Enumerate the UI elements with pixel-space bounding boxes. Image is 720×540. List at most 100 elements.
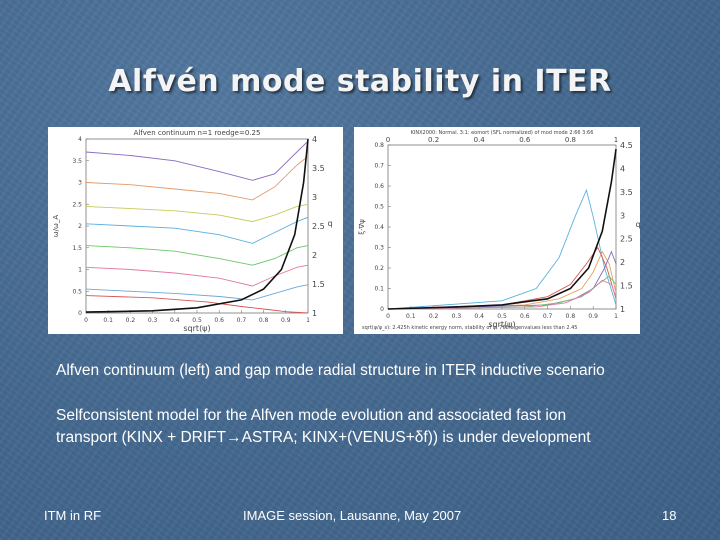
para-line2-c: f)) is under development [423, 429, 591, 446]
x-tick-label: 0.6 [214, 317, 224, 324]
page-number: 18 [662, 508, 677, 523]
x-tick-label: 0.5 [192, 317, 202, 324]
x-top-tick-label: 0.4 [474, 136, 486, 144]
x-tick-label: 0.8 [566, 313, 576, 320]
series-line-6 [85, 284, 309, 301]
chart-title: KINX2000: Normal. 3:1: eomort (SFL norma… [411, 130, 594, 136]
x-tick-label: 1 [306, 317, 310, 324]
x-tick-label: 0.9 [588, 313, 598, 320]
q-tick-label: 2 [620, 258, 625, 267]
q-tick-label: 4 [312, 135, 317, 144]
figure-caption: Alfven continuum (left) and gap mode rad… [56, 362, 605, 379]
series-line-5 [387, 279, 617, 310]
x-tick-label: 0.9 [281, 317, 291, 324]
delta-symbol: δ [414, 429, 424, 446]
x-tick-label: 0 [386, 313, 390, 320]
y-tick-label: 0.5 [72, 288, 82, 295]
x-top-tick-label: 0.8 [565, 136, 576, 144]
y-tick-label: 0.7 [374, 163, 384, 170]
slide-title: Alfvén mode stability in ITER [108, 64, 612, 99]
series-line-2 [85, 203, 309, 223]
series-line-3 [85, 216, 309, 244]
q-tick-label: 2.5 [620, 235, 633, 244]
y-tick-label: 0.6 [374, 183, 384, 190]
gap-mode-structure-chart: KINX2000: Normal. 3:1: eomort (SFL norma… [354, 127, 640, 334]
x-top-tick-label: 0 [386, 136, 390, 144]
x-axis-label: sqrt(ψ) [183, 324, 210, 333]
y-axis-label: ξ·∇ψ [358, 219, 366, 235]
x-tick-label: 0.2 [126, 317, 136, 324]
y-tick-label: 1.5 [72, 245, 82, 252]
y-tick-label: 0 [78, 310, 82, 317]
x-tick-label: 0.8 [259, 317, 269, 324]
q-tick-label: 4 [620, 164, 625, 173]
alfven-continuum-svg: Alfven continuum n=1 roedge=0.25 0 0.1 0.2 0… [52, 129, 333, 333]
x-tick-label: 0.4 [170, 317, 180, 324]
q-tick-label: 4.5 [620, 141, 633, 150]
arrow-icon: → [226, 429, 242, 446]
q-tick-label: 1 [620, 305, 625, 314]
q-tick-label: 1.5 [312, 280, 325, 289]
gap-mode-structure-svg: KINX2000: Normal. 3:1: eomort (SFL norma… [358, 130, 640, 331]
chart-title: Alfven continuum n=1 roedge=0.25 [134, 129, 261, 137]
q-tick-label: 3 [620, 211, 625, 220]
y-tick-label: 2.5 [72, 201, 82, 208]
development-paragraph: Selfconsistent model for the Alfven mode… [56, 405, 696, 449]
y-axis-label: ω/ω_A [52, 215, 60, 238]
q-tick-label: 3.5 [620, 188, 633, 197]
series-line-4 [85, 245, 309, 266]
alfven-continuum-chart: Alfven continuum n=1 roedge=0.25 0 0.1 0.2 0… [48, 127, 343, 334]
q-axis-label: q [327, 219, 332, 228]
footer-left-text: ITM in RF [44, 508, 102, 523]
x-tick-label: 0 [84, 317, 88, 324]
y-tick-label: 0 [380, 306, 384, 313]
x-tick-label: 0.3 [148, 317, 158, 324]
q-tick-label: 1.5 [620, 282, 633, 291]
x-tick-label: 0.3 [452, 313, 462, 320]
q-tick-label: 2 [312, 251, 317, 260]
q-tick-label: 2.5 [312, 222, 325, 231]
y-tick-label: 3.5 [72, 158, 82, 165]
y-tick-label: 0.8 [374, 142, 384, 149]
y-tick-label: 0.2 [374, 265, 384, 272]
y-tick-label: 2 [78, 223, 82, 230]
series-line-2 [387, 250, 617, 310]
series-line-5 [85, 264, 309, 287]
x-axis-label: sqrt(ψ) [488, 320, 515, 329]
x-tick-label: 0.1 [103, 317, 113, 324]
series-line-6 [387, 148, 617, 310]
y-tick-label: 0.5 [374, 204, 384, 211]
q-tick-label: 3.5 [312, 164, 325, 173]
series-line-0 [85, 140, 309, 181]
plot-frame [387, 144, 617, 310]
q-axis-label: q [635, 220, 640, 229]
series-line-1 [85, 156, 309, 201]
x-tick-label: 0.1 [406, 313, 416, 320]
y-tick-label: 1 [78, 267, 82, 274]
y-tick-label: 0.4 [374, 224, 384, 231]
x-top-tick-label: 0.2 [428, 136, 439, 144]
x-tick-label: 0.7 [237, 317, 247, 324]
y-tick-label: 0.1 [374, 286, 384, 293]
series-line-4 [387, 275, 617, 310]
series-line-0 [387, 188, 617, 310]
x-top-tick-label: 0.6 [519, 136, 531, 144]
y-tick-label: 0.3 [374, 245, 384, 252]
y-tick-label: 3 [78, 180, 82, 187]
chart-footnote: sqrt(ψ/ψ_s): 2.425h kinetic energy norm,… [362, 325, 578, 331]
y-tick-label: 4 [78, 136, 82, 143]
q-tick-label: 3 [312, 193, 317, 202]
x-tick-label: 0.6 [520, 313, 530, 320]
x-tick-label: 0.5 [497, 313, 507, 320]
x-tick-label: 0.4 [474, 313, 484, 320]
footer-center-text: IMAGE session, Lausanne, May 2007 [243, 508, 462, 523]
x-tick-label: 1 [614, 313, 618, 320]
series-line-1 [387, 246, 617, 310]
series-line-7 [85, 295, 309, 314]
para-line2-a: transport (KINX + DRIFT [56, 429, 227, 446]
series-line-8 [85, 138, 309, 313]
x-top-tick-label: 1 [614, 136, 618, 144]
x-tick-label: 0.7 [543, 313, 553, 320]
x-tick-label: 0.2 [429, 313, 439, 320]
q-tick-label: 1 [312, 309, 317, 318]
